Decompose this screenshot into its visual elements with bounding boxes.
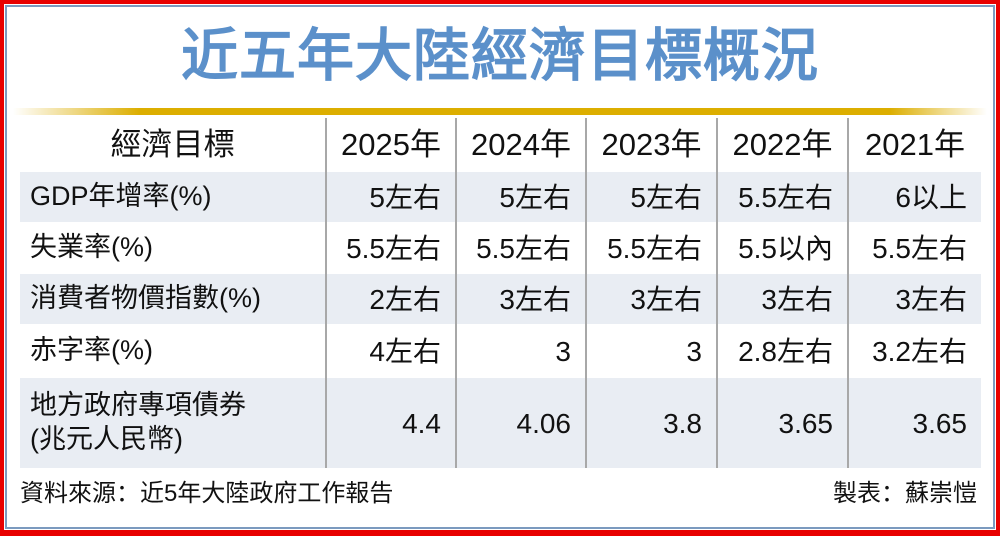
economic-targets-table: 經濟目標 2025年 2024年 2023年 2022年 2021年 GDP年增… [20, 118, 981, 468]
cell-value: 3 [455, 324, 585, 378]
cell-value: 2.8左右 [716, 324, 847, 378]
header-year-2025: 2025年 [325, 118, 455, 172]
row-unemployment: 失業率(%) 5.5左右 5.5左右 5.5左右 5.5以內 5.5左右 [20, 222, 981, 274]
header-year-2022: 2022年 [716, 118, 847, 172]
row-special-bonds: 地方政府專項債券 (兆元人民幣) 4.4 4.06 3.8 3.65 3.65 [20, 378, 981, 468]
table-footer: 資料來源：近5年大陸政府工作報告 製表：蘇崇愷 [20, 473, 977, 508]
header-year-2021: 2021年 [847, 118, 981, 172]
deficit-ratio-label: 赤字率(%) [30, 335, 153, 366]
cell-value: 4.06 [455, 378, 585, 468]
row-deficit-ratio: 赤字率(%) 4左右 3 3 2.8左右 3.2左右 [20, 324, 981, 378]
special-bonds-label: 地方政府專項債券 (兆元人民幣) [30, 390, 246, 454]
cell-value: 5左右 [455, 172, 585, 222]
header-year-2024: 2024年 [455, 118, 585, 172]
cpi-label: 消費者物價指數(%) [30, 283, 261, 314]
cell-value: 4.4 [325, 378, 455, 468]
cell-value: 5.5左右 [585, 222, 716, 274]
cell-value: 2左右 [325, 274, 455, 324]
source-note: 資料來源：近5年大陸政府工作報告 [20, 480, 394, 507]
cell-value: 3 [585, 324, 716, 378]
cell-value: 5.5左右 [716, 172, 847, 222]
gold-divider [13, 108, 987, 115]
cell-value: 3左右 [716, 274, 847, 324]
cell-value: 5.5左右 [325, 222, 455, 274]
gdp-growth-label: GDP年增率(%) [30, 181, 212, 212]
header-economic-target: 經濟目標 [110, 126, 235, 162]
cell-value: 3左右 [847, 274, 981, 324]
cell-value: 5左右 [325, 172, 455, 222]
cell-value: 5.5左右 [847, 222, 981, 274]
cell-value: 3左右 [585, 274, 716, 324]
page-title: 近五年大陸經濟目標概況 [181, 24, 819, 88]
cell-value: 6以上 [847, 172, 981, 222]
cell-value: 3.8 [585, 378, 716, 468]
cell-value: 3.65 [716, 378, 847, 468]
unemployment-label: 失業率(%) [30, 232, 153, 263]
cell-value: 4左右 [325, 324, 455, 378]
content-area: 近五年大陸經濟目標概況 經濟目標 2025年 2024年 2023年 2022年… [5, 5, 995, 529]
cell-value: 3左右 [455, 274, 585, 324]
cell-value: 3.2左右 [847, 324, 981, 378]
cell-value: 5.5左右 [455, 222, 585, 274]
table-header-row: 經濟目標 2025年 2024年 2023年 2022年 2021年 [20, 118, 981, 172]
cell-value: 5左右 [585, 172, 716, 222]
credit: 製表：蘇崇愷 [833, 480, 977, 507]
row-gdp-growth: GDP年增率(%) 5左右 5左右 5左右 5.5左右 6以上 [20, 172, 981, 222]
cell-value: 5.5以內 [716, 222, 847, 274]
header-year-2023: 2023年 [585, 118, 716, 172]
row-cpi: 消費者物價指數(%) 2左右 3左右 3左右 3左右 3左右 [20, 274, 981, 324]
cell-value: 3.65 [847, 378, 981, 468]
